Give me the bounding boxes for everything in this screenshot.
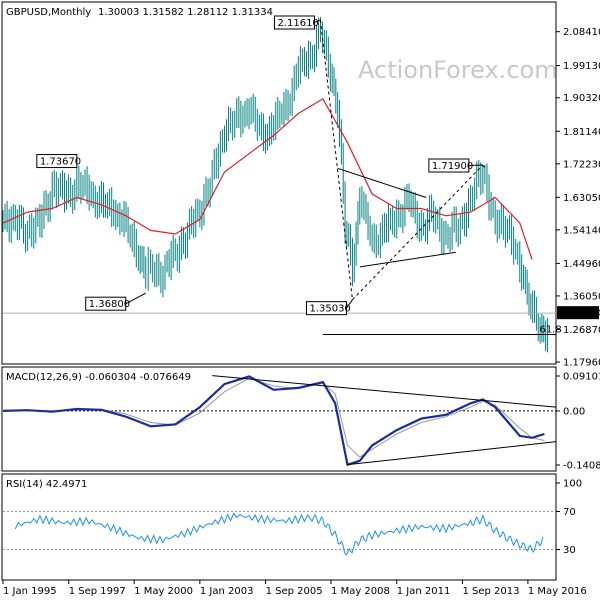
x-tick-label-2: 1 May 2000 xyxy=(134,586,193,597)
price-tick-label-6: 1.54140 xyxy=(563,225,600,236)
rsi-tick-label-0: 100 xyxy=(563,479,582,490)
triangle-lower-line xyxy=(359,251,456,268)
macd-lower-trendline xyxy=(347,441,557,466)
macd-tick-label-1: 0.00 xyxy=(563,406,585,417)
rsi-label: RSI(14) 42.4971 xyxy=(6,479,87,490)
price-scale: 2.08410 1.99130 1.90320 1.81140 1.72230 1.630… xyxy=(556,27,600,369)
macd-tick-label-2: -0.140843 xyxy=(563,461,600,472)
rsi-tick-label-2: 30 xyxy=(563,545,576,556)
macd-line xyxy=(2,375,545,467)
price-tick-label-2: 1.90320 xyxy=(563,93,600,104)
ohlc-label: 1.30003 1.31582 1.28112 1.31334 xyxy=(98,7,273,18)
price-tick-label-10: 1.17960 xyxy=(563,358,600,369)
moving-average-line xyxy=(2,98,533,260)
annotation-label-2: 2.11610 xyxy=(277,18,318,29)
price-tick-label-0: 2.08410 xyxy=(563,27,600,38)
symbol-label: GBPUSD,Monthly xyxy=(6,7,91,18)
retrace-dashed-2 xyxy=(352,164,484,301)
macd-upper-trendline xyxy=(212,375,557,408)
last-price-box xyxy=(557,306,599,320)
annotation-connector-4 xyxy=(468,164,483,167)
macd-tick-label-0: 0.091015 xyxy=(563,372,600,383)
price-tick-label-4: 1.72230 xyxy=(563,159,600,170)
x-tick-label-8: 1 May 2016 xyxy=(528,586,587,597)
annotation-label-1: 1.36800 xyxy=(89,299,130,310)
x-tick-label-5: 1 May 2008 xyxy=(331,586,390,597)
x-tick-label-4: 1 Sep 2005 xyxy=(266,586,323,597)
x-axis: 1 Jan 1995 1 Sep 1997 1 May 2000 1 Jan 2003… xyxy=(2,580,587,597)
price-content: 61.81.31334 1.73670 1.36800 2.11610 1.35030 1… xyxy=(2,15,600,353)
price-tick-label-3: 1.81140 xyxy=(563,127,600,138)
annotation-connector-1 xyxy=(125,292,146,305)
annotation-label-3: 1.35030 xyxy=(309,304,350,315)
retrace-dashed-3 xyxy=(482,164,486,169)
x-tick-label-3: 1 Jan 2003 xyxy=(200,586,254,597)
price-tick-label-8: 1.36050 xyxy=(563,291,600,302)
retrace-dashed-1 xyxy=(319,19,353,300)
price-tick-label-1: 1.99130 xyxy=(563,61,600,72)
fib-label: 61.8 xyxy=(539,324,561,335)
rsi-tick-label-1: 70 xyxy=(563,507,576,518)
watermark: ActionForex.com xyxy=(358,56,558,84)
rsi-panel-frame xyxy=(1,473,557,581)
x-tick-label-1: 1 Sep 1997 xyxy=(69,586,126,597)
annotation-connector-2 xyxy=(314,19,321,23)
x-tick-label-0: 1 Jan 1995 xyxy=(3,586,57,597)
price-tick-label-7: 1.44960 xyxy=(563,259,600,270)
macd-label: MACD(12,26,9) -0.060304 -0.076649 xyxy=(6,372,191,383)
macd-panel-frame xyxy=(1,366,557,472)
price-panel-frame xyxy=(1,1,557,365)
macd-content: 0.091015 0.00 -0.140843 xyxy=(2,372,600,472)
x-tick-label-7: 1 Sep 2013 xyxy=(462,586,519,597)
price-tick-label-5: 1.63050 xyxy=(563,193,600,204)
rsi-content: 100 70 30 xyxy=(3,479,582,556)
annotation-connector-3 xyxy=(346,299,353,309)
annotation-label-4: 1.71900 xyxy=(432,161,473,172)
price-tick-label-9: 1.26870 xyxy=(563,325,600,336)
rsi-line xyxy=(14,512,544,556)
x-tick-label-6: 1 Jan 2011 xyxy=(397,586,451,597)
last-price-label: 1.31334 xyxy=(561,309,600,320)
triangle-upper-line xyxy=(337,167,427,198)
annotation-label-0: 1.73670 xyxy=(40,157,81,168)
